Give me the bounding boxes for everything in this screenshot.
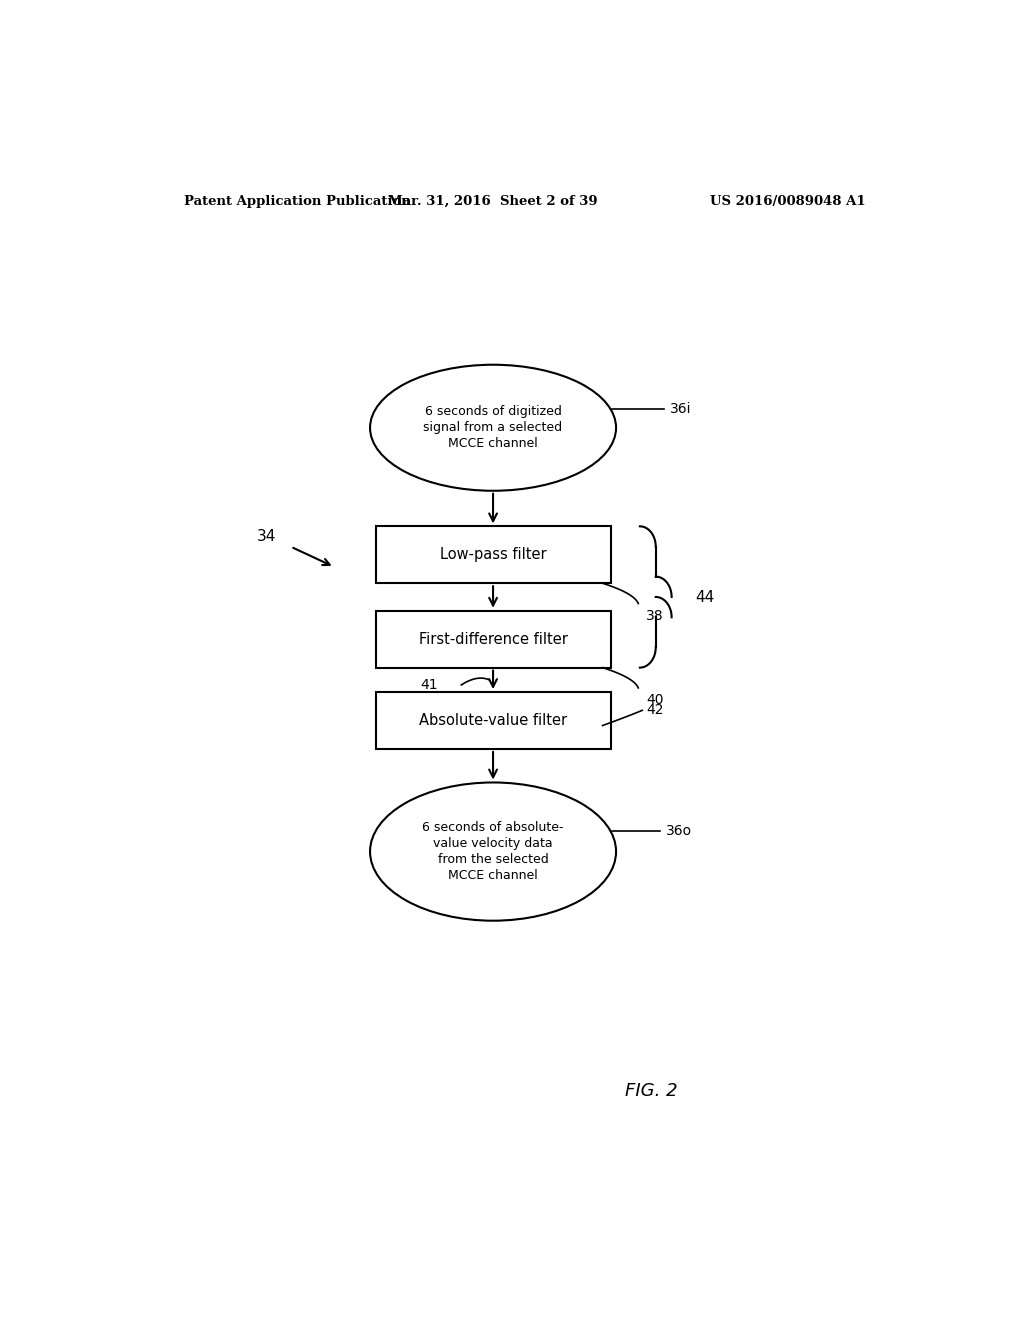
Bar [376, 692, 610, 748]
Text: 6 seconds of digitized
signal from a selected
MCCE channel: 6 seconds of digitized signal from a sel… [424, 405, 562, 450]
Text: Low-pass filter: Low-pass filter [439, 548, 547, 562]
Bar [376, 527, 610, 583]
Text: US 2016/0089048 A1: US 2016/0089048 A1 [711, 194, 866, 207]
Text: FIG. 2: FIG. 2 [626, 1082, 678, 1101]
Text: 38: 38 [646, 609, 664, 623]
Text: 6 seconds of absolute-
value velocity data
from the selected
MCCE channel: 6 seconds of absolute- value velocity da… [422, 821, 564, 882]
Text: First-difference filter: First-difference filter [419, 632, 567, 647]
Text: 41: 41 [420, 678, 437, 692]
Text: Mar. 31, 2016  Sheet 2 of 39: Mar. 31, 2016 Sheet 2 of 39 [388, 194, 598, 207]
Bar [376, 611, 610, 668]
Text: 40: 40 [646, 693, 664, 708]
Text: 44: 44 [695, 590, 715, 605]
Text: Patent Application Publication: Patent Application Publication [183, 194, 411, 207]
Text: 34: 34 [257, 529, 276, 544]
Text: 36o: 36o [666, 824, 692, 838]
Text: 42: 42 [646, 704, 664, 717]
Text: Absolute-value filter: Absolute-value filter [419, 713, 567, 727]
Text: 36i: 36i [670, 403, 691, 416]
